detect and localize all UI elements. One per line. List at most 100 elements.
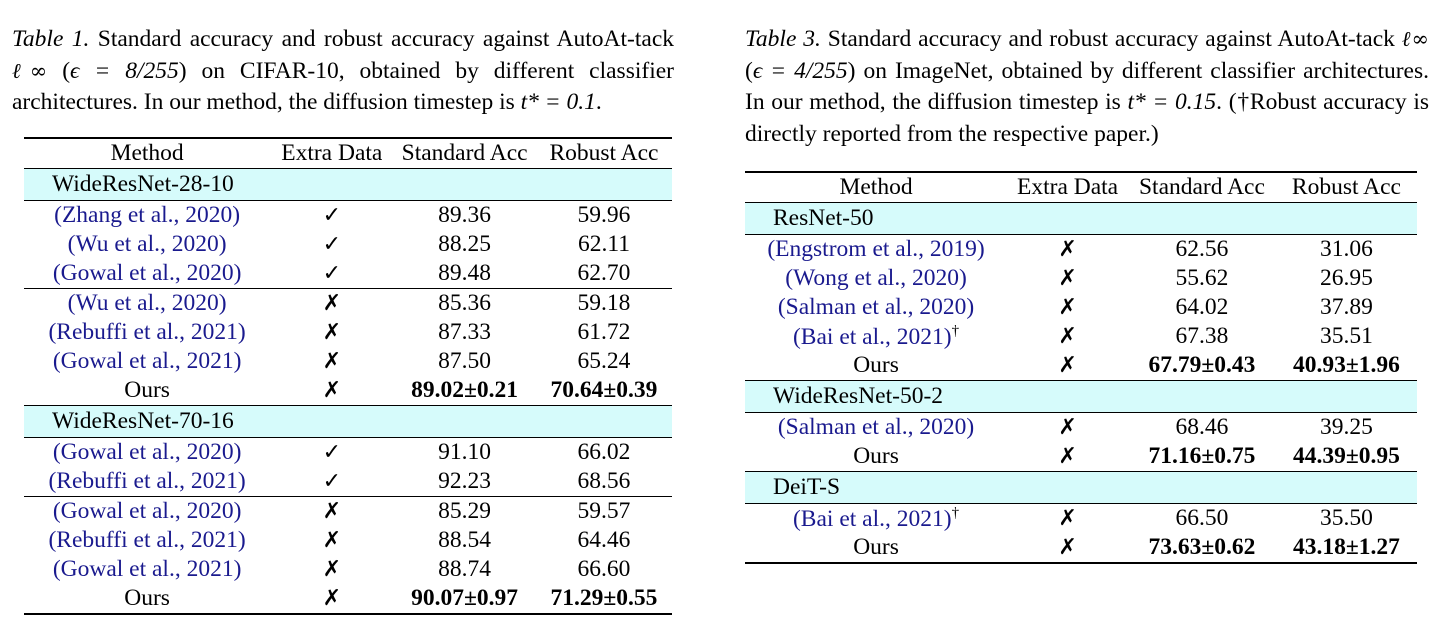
group-name: WideResNet-70-16 [24,405,672,438]
table-row: Ours ✗ 71.16±0.75 44.39±0.95 [745,442,1417,472]
robust-acc-cell: 35.51 [1319,323,1373,349]
caption-epsilon: ϵ = 4/255 [752,57,848,84]
table3-label: Table 3. [745,26,821,52]
group-row: WideResNet-50-2 [745,380,1417,413]
method-cell: Ours [24,376,270,406]
group-name: DeiT-S [745,471,1417,504]
table-row: Ours ✗ 73.63±0.62 43.18±1.27 [745,533,1417,564]
robust-acc-cell: 66.02 [577,439,631,465]
method-text: (Gowal et al., 2021) [52,556,242,582]
method-text: (Bai et al., 2021) [792,505,952,532]
dagger-mark: † [951,504,960,521]
cross-icon: ✗ [1058,415,1077,440]
standard-acc-cell: 88.54 [438,527,492,553]
standard-acc-cell: 64.02 [1175,294,1229,320]
method-cell: (Bai et al., 2021)† [745,504,1007,534]
method-text: (Wong et al., 2020) [785,265,967,291]
standard-acc-cell: 91.10 [438,439,492,465]
standard-acc-cell: 89.36 [438,202,492,228]
method-text: (Gowal et al., 2020) [52,498,242,524]
cross-icon: ✗ [1058,266,1077,291]
robust-acc-cell: 26.95 [1319,265,1373,291]
table3-body: ResNet-50 (Engstrom et al., 2019) ✗ 62.56 31… [745,202,1417,564]
method-text: (Gowal et al., 2020) [52,439,242,465]
check-icon: ✓ [322,232,341,257]
method-text: (Wu et al., 2020) [67,290,227,316]
header-robust-acc: Robust Acc [535,137,672,169]
table-row: Ours ✗ 67.79±0.43 40.93±1.96 [745,351,1417,381]
caption-epsilon: ϵ = 8/255 [70,57,179,84]
standard-acc-cell: 92.23 [438,468,492,494]
table-row: (Engstrom et al., 2019) ✗ 62.56 31.06 [745,235,1417,265]
table-row: (Wu et al., 2020) ✓ 88.25 62.11 [24,230,672,259]
group-name: ResNet-50 [745,202,1417,235]
standard-acc-cell: 88.74 [438,556,492,582]
caption-norm: ℓ∞ [12,58,48,83]
caption-text: Standard accuracy and robust accuracy ag… [89,26,675,52]
caption-note: (†Robust accuracy is directly reported f… [745,89,1430,147]
method-text: (Rebuffi et al., 2021) [48,527,246,553]
cross-icon: ✗ [1007,533,1129,564]
standard-acc-cell: 73.63±0.62 [1128,533,1276,564]
method-cell: (Zhang et al., 2020) [24,201,270,231]
robust-acc-cell: 66.60 [577,556,631,582]
table1-panel: Table 1. Standard accuracy and robust ac… [12,0,674,119]
robust-acc-cell: 59.57 [535,496,672,526]
table-row: (Rebuffi et al., 2021) ✗ 88.54 64.46 [24,526,672,555]
method-text: (Salman et al., 2020) [777,414,975,440]
table-row: (Rebuffi et al., 2021) ✗ 87.33 61.72 [24,318,672,347]
method-text: (Gowal et al., 2021) [52,348,242,374]
cross-icon: ✗ [1058,237,1077,262]
method-cell: (Salman et al., 2020) [745,293,1007,322]
group-row: WideResNet-28-10 [24,168,672,201]
standard-acc-cell: 87.50 [438,348,492,374]
table-row: (Bai et al., 2021)† ✗ 66.50 35.50 [745,504,1417,534]
standard-acc-cell: 88.25 [438,231,492,257]
robust-acc-cell: 61.72 [577,319,631,345]
cross-icon: ✗ [270,496,394,526]
cross-icon: ✗ [1058,506,1077,531]
method-cell: (Engstrom et al., 2019) [745,235,1007,265]
caption-text: ) on ImageNet, obtained by different cla… [745,57,1430,116]
table-row: Ours ✗ 89.02±0.21 70.64±0.39 [24,376,672,406]
table1-caption: Table 1. Standard accuracy and robust ac… [12,24,674,119]
cross-icon: ✗ [270,584,394,615]
table-row: (Zhang et al., 2020) ✓ 89.36 59.96 [24,201,672,231]
method-cell: Ours [745,442,1007,472]
standard-acc-cell: 67.38 [1175,323,1229,349]
cross-icon: ✗ [322,557,341,582]
method-cell: Ours [745,533,1008,564]
standard-acc-cell: 71.16±0.75 [1148,443,1256,469]
table3: Method Extra Data Standard Acc Robust Ac… [745,171,1417,564]
method-text: Ours [853,352,899,378]
header-standard-acc: Standard Acc [1128,171,1276,203]
header-extra-data: Extra Data [1007,171,1129,203]
table-row: (Gowal et al., 2021) ✗ 87.50 65.24 [24,347,672,376]
table3-caption: Table 3. Standard accuracy and robust ac… [745,24,1429,150]
check-icon: ✓ [322,440,341,465]
standard-acc-cell: 89.48 [438,260,492,286]
dagger-mark: † [951,322,960,339]
cross-icon: ✗ [270,288,394,318]
robust-acc-cell: 68.56 [577,468,631,494]
table3-panel: Table 3. Standard accuracy and robust ac… [745,0,1429,150]
method-cell: (Wong et al., 2020) [745,264,1007,293]
standard-acc-cell: 90.07±0.97 [393,584,536,615]
standard-acc-cell: 67.79±0.43 [1148,352,1256,378]
robust-acc-cell: 59.96 [577,202,631,228]
table-row: (Wong et al., 2020) ✗ 55.62 26.95 [745,264,1417,293]
robust-acc-cell: 70.64±0.39 [550,377,658,403]
robust-acc-cell: 31.06 [1319,236,1373,262]
method-cell: (Gowal et al., 2020) [24,496,271,526]
table1-body: WideResNet-28-10 (Zhang et al., 2020) ✓ 89.… [24,168,672,615]
check-icon: ✓ [322,469,341,494]
table-row: (Gowal et al., 2021) ✗ 88.74 66.60 [24,555,672,584]
method-cell: Ours [24,584,271,615]
header-method: Method [745,171,1008,203]
method-text: Ours [853,443,899,469]
table-row: (Rebuffi et al., 2021) ✓ 92.23 68.56 [24,467,672,497]
method-text: (Zhang et al., 2020) [54,202,241,228]
cross-icon: ✗ [322,378,341,403]
robust-acc-cell: 40.93±1.96 [1292,352,1400,378]
method-text: (Engstrom et al., 2019) [767,236,985,262]
